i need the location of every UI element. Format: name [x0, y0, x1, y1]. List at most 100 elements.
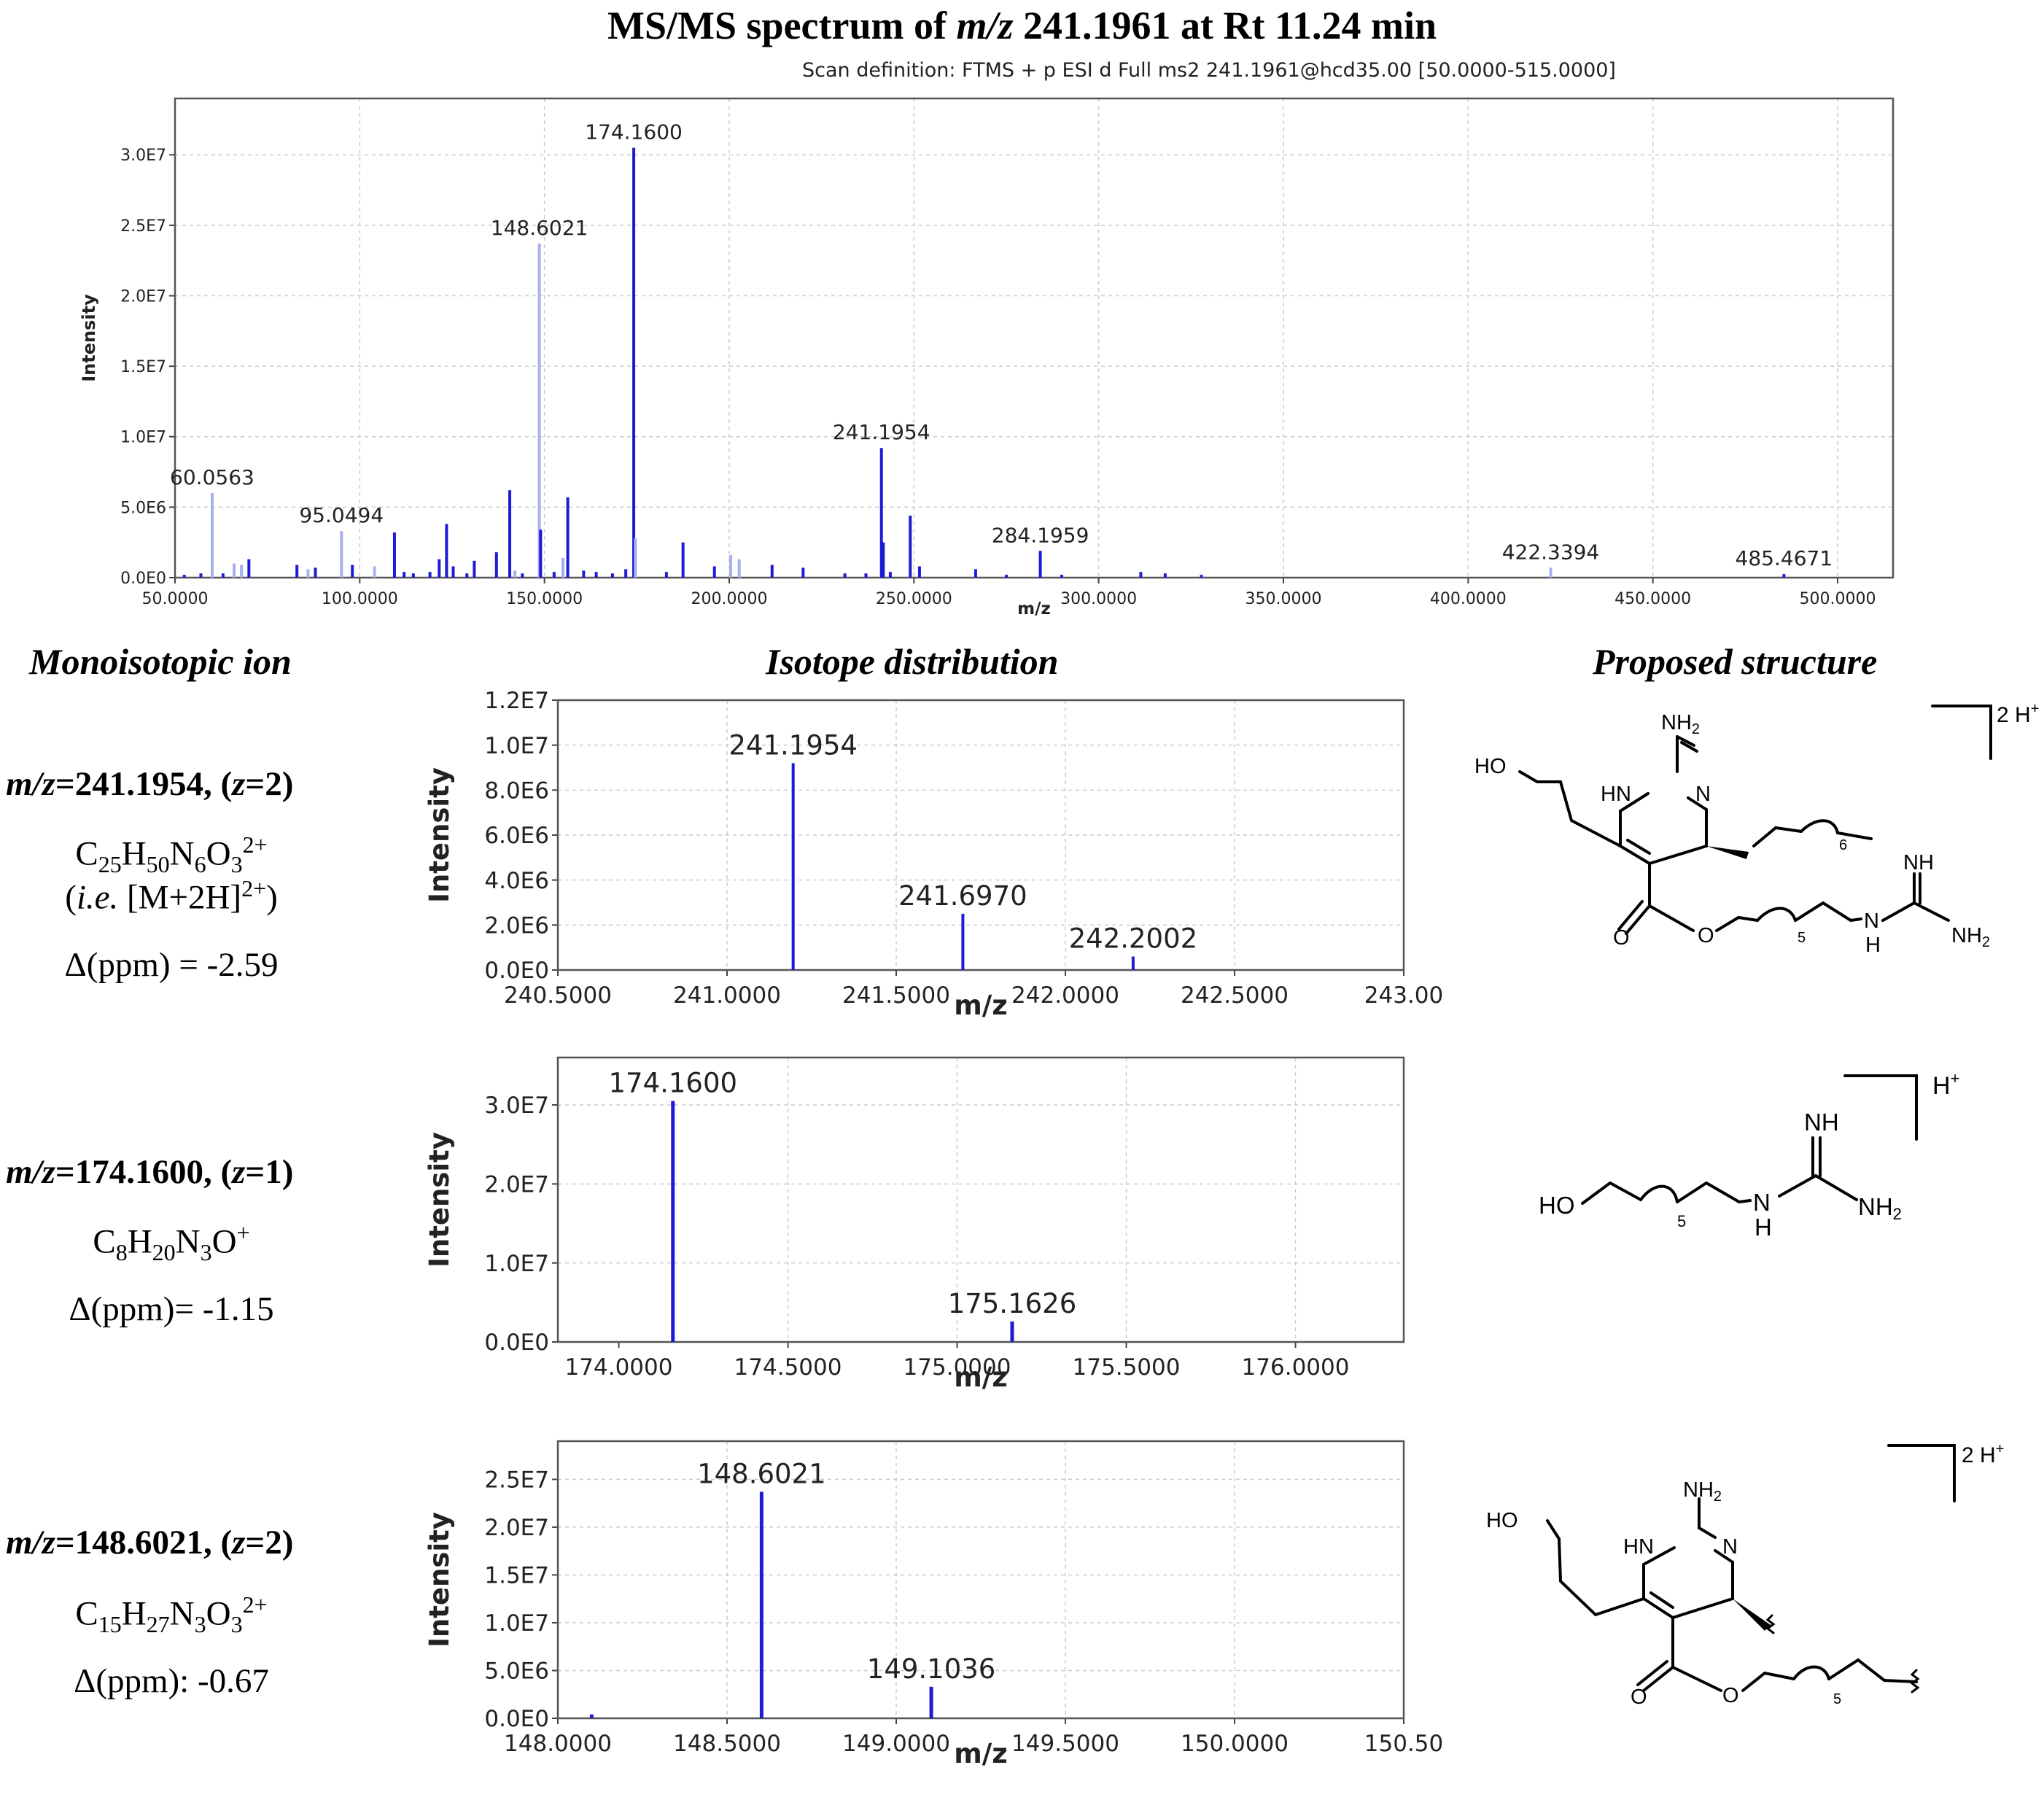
- ion-3-formula: C15H27N3O32+: [75, 1591, 268, 1638]
- spectrum-peak: [624, 569, 628, 578]
- y-tick-label: 0.0E0: [484, 958, 549, 984]
- spectrum-peak: [295, 564, 299, 578]
- spectrum-peak: [1782, 574, 1786, 578]
- y-tick-label: 2.5E7: [484, 1467, 549, 1494]
- peak-label: 241.6970: [898, 880, 1027, 912]
- spectrum-peak: [882, 542, 885, 578]
- chart-subtitle: Scan definition: FTMS + p ESI d Full ms2…: [802, 59, 1616, 82]
- structure-1: NH2 2 H+ HO HN N 6 NH O O 5 N H NH2: [1474, 701, 2039, 957]
- y-tick-label: 1.5E7: [484, 1563, 549, 1589]
- spectrum-peak: [1131, 956, 1135, 970]
- spectrum-peak: [438, 559, 441, 578]
- x-tick-label: 175.0000: [904, 1354, 1011, 1381]
- spectrum-peak: [340, 531, 343, 578]
- peak-label: 175.1626: [948, 1288, 1077, 1319]
- svg-text:H: H: [1755, 1214, 1772, 1241]
- x-tick-label: 175.5000: [1073, 1354, 1181, 1381]
- x-tick-label: 241.5000: [842, 982, 950, 1009]
- svg-text:H+: H+: [1932, 1069, 1959, 1100]
- spectrum-peak: [210, 493, 214, 578]
- x-tick-label: 240.5000: [504, 982, 612, 1009]
- spectrum-peak: [428, 572, 432, 578]
- ion-2-mz: m/z=174.1600, (z=1): [6, 1153, 294, 1191]
- x-tick-label: 149.0000: [842, 1731, 950, 1757]
- spectrum-peak: [521, 573, 524, 578]
- svg-text:NH: NH: [1903, 851, 1934, 874]
- x-tick-label: 100.0000: [322, 590, 398, 608]
- y-tick-label: 2.0E7: [484, 1515, 549, 1541]
- y-tick-label: 2.0E6: [484, 912, 549, 939]
- y-tick-label: 2.5E7: [120, 217, 166, 236]
- x-tick-label: 200.0000: [691, 590, 768, 608]
- spectrum-peak: [247, 559, 251, 578]
- spectrum-peak: [589, 1714, 594, 1718]
- svg-text:HO: HO: [1474, 755, 1507, 778]
- ion-1-formula: C25H50N6O32+: [75, 831, 268, 878]
- spectrum-peak: [791, 763, 795, 970]
- spectrum-peak: [233, 563, 236, 578]
- x-axis-label: m/z: [954, 1362, 1008, 1393]
- y-tick-label: 8.0E6: [484, 777, 549, 804]
- figure-title: MS/MS spectrum of m/z 241.1961 at Rt 11.…: [607, 4, 1437, 47]
- structure-2: NH H+ HO 5 N H NH2: [1539, 1069, 1959, 1241]
- y-tick-label: 5.0E6: [120, 499, 166, 517]
- spectrum-peak: [351, 564, 354, 578]
- spectrum-peak: [770, 564, 774, 578]
- y-tick-label: 2.0E7: [484, 1171, 549, 1198]
- peak-label: 241.1954: [833, 420, 930, 444]
- header-monoisotopic-ion: Monoisotopic ion: [29, 641, 292, 682]
- svg-text:5: 5: [1798, 930, 1806, 946]
- y-tick-label: 5.0E6: [484, 1658, 549, 1685]
- x-tick-label: 176.0000: [1242, 1354, 1350, 1381]
- x-axis-label: m/z: [954, 1738, 1008, 1769]
- spectrum-peak: [929, 1686, 933, 1718]
- spectrum-peak: [1163, 573, 1167, 578]
- x-tick-label: 150.0000: [506, 590, 583, 608]
- spectrum-peak: [1060, 575, 1063, 578]
- peak-label: 149.1036: [867, 1653, 996, 1685]
- spectrum-peak: [737, 559, 741, 578]
- y-tick-label: 1.0E7: [484, 1251, 549, 1277]
- svg-text:NH2: NH2: [1683, 1478, 1722, 1505]
- spectrum-peak: [1010, 1321, 1014, 1342]
- spectrum-peak: [1549, 567, 1553, 578]
- spectrum-peak: [664, 572, 668, 578]
- spectrum-peak: [445, 524, 448, 578]
- peak-label: 174.1600: [585, 120, 683, 144]
- y-tick-label: 1.0E7: [484, 1610, 549, 1637]
- x-tick-label: 243.00: [1364, 982, 1443, 1009]
- spectrum-peak: [182, 575, 186, 578]
- spectrum-peak: [864, 573, 868, 578]
- svg-text:HN: HN: [1601, 783, 1631, 806]
- svg-text:H: H: [1865, 934, 1881, 957]
- spectrum-peak: [917, 566, 921, 578]
- peak-label: 242.2002: [1069, 923, 1198, 955]
- spectrum-peak: [594, 572, 598, 578]
- x-tick-label: 150.50: [1364, 1731, 1443, 1757]
- x-tick-label: 250.0000: [876, 590, 952, 608]
- structure-3: NH2 2 H+ HO HN N O O 5: [1486, 1441, 2004, 1709]
- spectrum-peak: [411, 573, 415, 578]
- x-tick-label: 500.0000: [1800, 590, 1876, 608]
- x-tick-label: 300.0000: [1060, 590, 1137, 608]
- peak-label: 148.6021: [697, 1458, 826, 1489]
- svg-text:O: O: [1631, 1685, 1647, 1709]
- spectrum-peak: [566, 497, 570, 578]
- spectrum-peak: [537, 244, 541, 578]
- spectrum-peak: [888, 572, 892, 578]
- svg-text:N: N: [1722, 1535, 1738, 1559]
- ion-3-ppm: Δ(ppm): -0.67: [74, 1662, 269, 1700]
- x-tick-label: 400.0000: [1430, 590, 1507, 608]
- peak-label: 485.4671: [1736, 546, 1833, 570]
- x-axis-label: m/z: [954, 990, 1008, 1021]
- spectrum-peak: [539, 529, 543, 578]
- spectrum-peak: [494, 552, 498, 578]
- plot-frame: [556, 1056, 1405, 1343]
- y-tick-label: 0.0E0: [484, 1706, 549, 1732]
- svg-text:O: O: [1698, 924, 1714, 947]
- isotope-chart-148: 148.0000 148.5000 149.0000 149.5000 150.0000…: [424, 1440, 1443, 1769]
- x-tick-label: 148.0000: [504, 1731, 612, 1757]
- y-axis-label: Intensity: [424, 1512, 455, 1648]
- x-tick-label: 242.5000: [1181, 982, 1289, 1009]
- spectrum-peak: [473, 560, 476, 578]
